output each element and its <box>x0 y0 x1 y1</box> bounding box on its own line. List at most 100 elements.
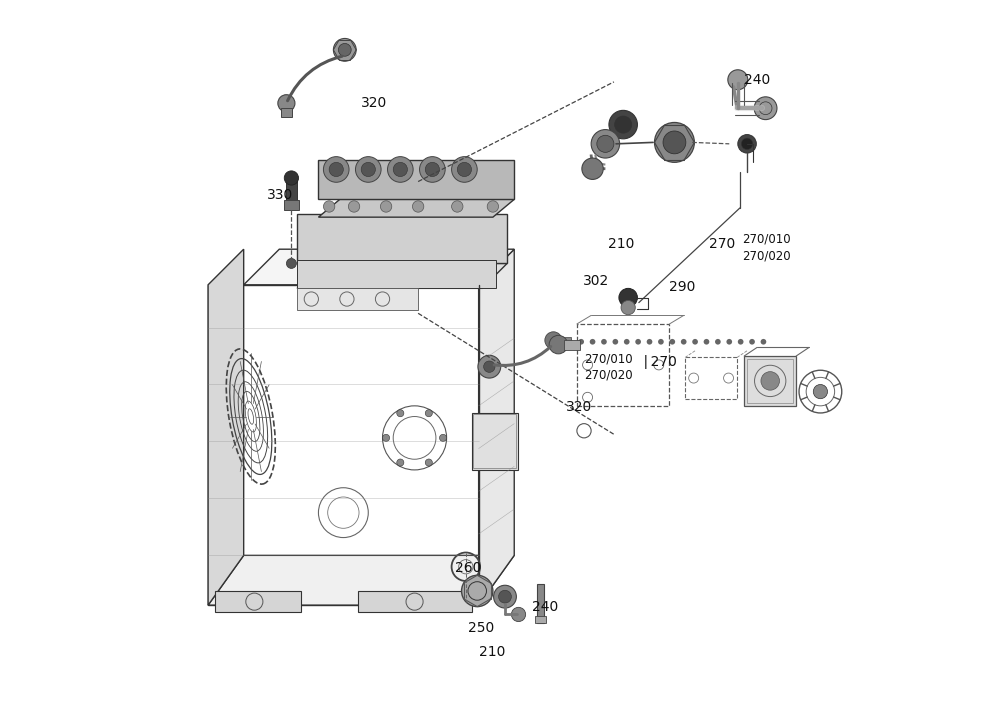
Circle shape <box>388 157 413 182</box>
Polygon shape <box>318 160 514 199</box>
Polygon shape <box>318 199 514 217</box>
Circle shape <box>425 459 432 466</box>
Circle shape <box>412 201 424 212</box>
Circle shape <box>425 162 439 177</box>
Polygon shape <box>479 249 514 605</box>
Text: 240: 240 <box>532 600 558 614</box>
Circle shape <box>754 97 777 120</box>
Text: 270/020: 270/020 <box>584 369 633 382</box>
Text: 210: 210 <box>608 237 634 251</box>
Circle shape <box>749 339 755 345</box>
Bar <box>577 324 669 406</box>
Circle shape <box>549 335 568 354</box>
Text: 270: 270 <box>709 237 735 251</box>
Polygon shape <box>358 591 472 612</box>
Circle shape <box>329 162 343 177</box>
Circle shape <box>323 201 335 212</box>
Circle shape <box>655 122 694 162</box>
Bar <box>472 413 518 470</box>
Circle shape <box>658 339 664 345</box>
Text: 290: 290 <box>669 280 695 294</box>
Circle shape <box>499 590 511 603</box>
Circle shape <box>333 38 356 61</box>
Bar <box>281 108 292 117</box>
Circle shape <box>286 258 296 268</box>
Polygon shape <box>215 591 301 612</box>
Circle shape <box>609 110 637 139</box>
Circle shape <box>582 158 603 179</box>
Circle shape <box>383 434 390 441</box>
Bar <box>747 359 793 403</box>
Circle shape <box>484 361 495 372</box>
Circle shape <box>348 201 360 212</box>
Circle shape <box>578 339 584 345</box>
Circle shape <box>338 43 351 56</box>
Circle shape <box>439 434 447 441</box>
Text: 240: 240 <box>744 73 770 87</box>
Circle shape <box>278 95 295 112</box>
Circle shape <box>635 339 641 345</box>
Circle shape <box>692 339 698 345</box>
Bar <box>685 357 737 399</box>
Circle shape <box>738 339 744 345</box>
Bar <box>284 200 299 210</box>
Bar <box>564 340 580 350</box>
Text: 302: 302 <box>583 274 610 288</box>
Bar <box>537 584 544 623</box>
Circle shape <box>457 162 472 177</box>
Circle shape <box>601 339 607 345</box>
Bar <box>535 616 546 623</box>
Circle shape <box>323 157 349 182</box>
Circle shape <box>393 162 407 177</box>
Circle shape <box>425 409 432 417</box>
Circle shape <box>462 575 493 607</box>
Circle shape <box>452 201 463 212</box>
Polygon shape <box>244 249 514 285</box>
Circle shape <box>615 116 632 133</box>
Text: 320: 320 <box>361 96 387 110</box>
Bar <box>297 288 418 310</box>
Bar <box>286 180 297 203</box>
Circle shape <box>511 607 526 622</box>
Circle shape <box>397 409 404 417</box>
Circle shape <box>397 459 404 466</box>
Circle shape <box>726 339 732 345</box>
Polygon shape <box>297 263 507 288</box>
Circle shape <box>704 339 709 345</box>
Circle shape <box>355 157 381 182</box>
Text: 210: 210 <box>479 644 505 659</box>
Circle shape <box>494 585 516 608</box>
Circle shape <box>284 171 299 185</box>
Circle shape <box>478 355 501 378</box>
Circle shape <box>813 384 828 399</box>
Circle shape <box>380 201 392 212</box>
Circle shape <box>361 162 375 177</box>
Bar <box>473 414 516 468</box>
Circle shape <box>597 135 614 152</box>
Text: 330: 330 <box>267 188 293 202</box>
Circle shape <box>420 157 445 182</box>
Circle shape <box>647 339 652 345</box>
Text: 270/010: 270/010 <box>742 233 791 246</box>
Bar <box>297 260 496 288</box>
Bar <box>744 356 796 406</box>
Circle shape <box>715 339 721 345</box>
Circle shape <box>567 339 573 345</box>
Circle shape <box>681 339 687 345</box>
Circle shape <box>741 138 753 150</box>
Text: 250: 250 <box>468 621 494 635</box>
Text: ❘270: ❘270 <box>640 355 678 369</box>
Circle shape <box>663 131 686 154</box>
Circle shape <box>761 372 779 390</box>
Text: 320: 320 <box>566 400 592 414</box>
Text: 270/020: 270/020 <box>742 249 791 262</box>
Circle shape <box>621 300 635 315</box>
Circle shape <box>452 157 477 182</box>
Circle shape <box>545 332 562 349</box>
Circle shape <box>619 288 637 307</box>
Polygon shape <box>208 555 514 605</box>
Text: 270/010: 270/010 <box>584 352 633 365</box>
Circle shape <box>738 135 756 153</box>
Polygon shape <box>208 249 244 605</box>
Circle shape <box>624 339 630 345</box>
